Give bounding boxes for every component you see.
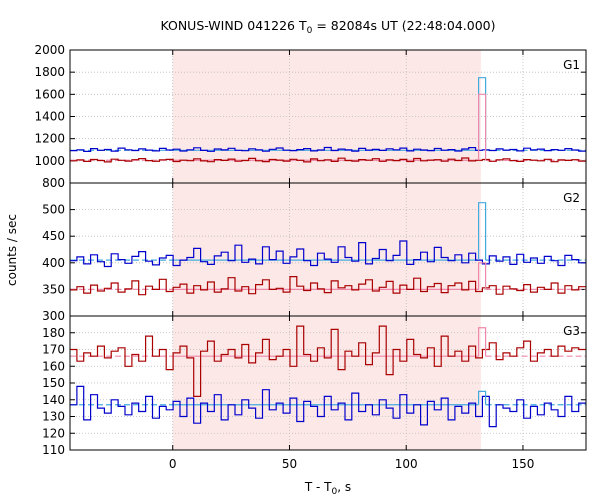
y-tick-label: 110 <box>42 443 65 457</box>
y-tick-label: 300 <box>42 309 65 323</box>
y-tick-label: 120 <box>42 426 65 440</box>
panel-g3: 110 120 130 140 150 160 170 180 G3 <box>42 315 587 457</box>
y-tick-label: 150 <box>42 376 65 390</box>
series-red-histogram <box>70 325 586 397</box>
series-blue-histogram <box>70 146 586 152</box>
panel-frame <box>69 315 587 451</box>
y-tick-label: 140 <box>42 393 65 407</box>
x-tick-label: 0 <box>169 457 177 471</box>
y-tick-label: 450 <box>42 229 65 243</box>
x-axis-label: T - T0, s <box>304 480 351 497</box>
y-tick-label: 500 <box>42 203 65 217</box>
y-tick-label: 1400 <box>34 110 65 124</box>
series-blue-histogram <box>70 385 586 428</box>
y-tick-label: 1600 <box>34 87 65 101</box>
spike-red <box>477 262 487 290</box>
spike-blue <box>477 202 487 261</box>
panel-label: G1 <box>563 58 580 72</box>
chart-title: KONUS-WIND 041226 T0 = 82084s UT (22:48:… <box>160 18 495 36</box>
y-tick-label: 170 <box>42 343 65 357</box>
x-tick-label: 100 <box>395 457 418 471</box>
plot-area: 800100012001400160018002000G130035040045… <box>34 43 587 471</box>
spike-red <box>477 93 487 161</box>
spike-blue <box>477 390 487 405</box>
shaded-interval <box>172 50 481 450</box>
series-blue-histogram <box>70 240 586 268</box>
panel-label: G2 <box>563 191 580 205</box>
y-axis-label: counts / sec <box>5 214 19 286</box>
y-tick-label: 130 <box>42 410 65 424</box>
spike-red <box>477 327 487 357</box>
y-tick-label: 1800 <box>34 65 65 79</box>
y-tick-label: 1200 <box>34 132 65 146</box>
panel-label: G3 <box>563 324 580 338</box>
y-tick-label: 800 <box>42 176 65 190</box>
y-tick-label: 350 <box>42 282 65 296</box>
y-tick-label: 400 <box>42 256 65 270</box>
series-red-histogram <box>70 157 586 163</box>
series-red-histogram <box>70 276 586 296</box>
x-tick-label: 150 <box>512 457 535 471</box>
x-tick-label: 50 <box>282 457 297 471</box>
y-tick-label: 180 <box>42 326 65 340</box>
y-tick-label: 1000 <box>34 154 65 168</box>
y-tick-label: 2000 <box>34 43 65 57</box>
y-tick-label: 160 <box>42 359 65 373</box>
